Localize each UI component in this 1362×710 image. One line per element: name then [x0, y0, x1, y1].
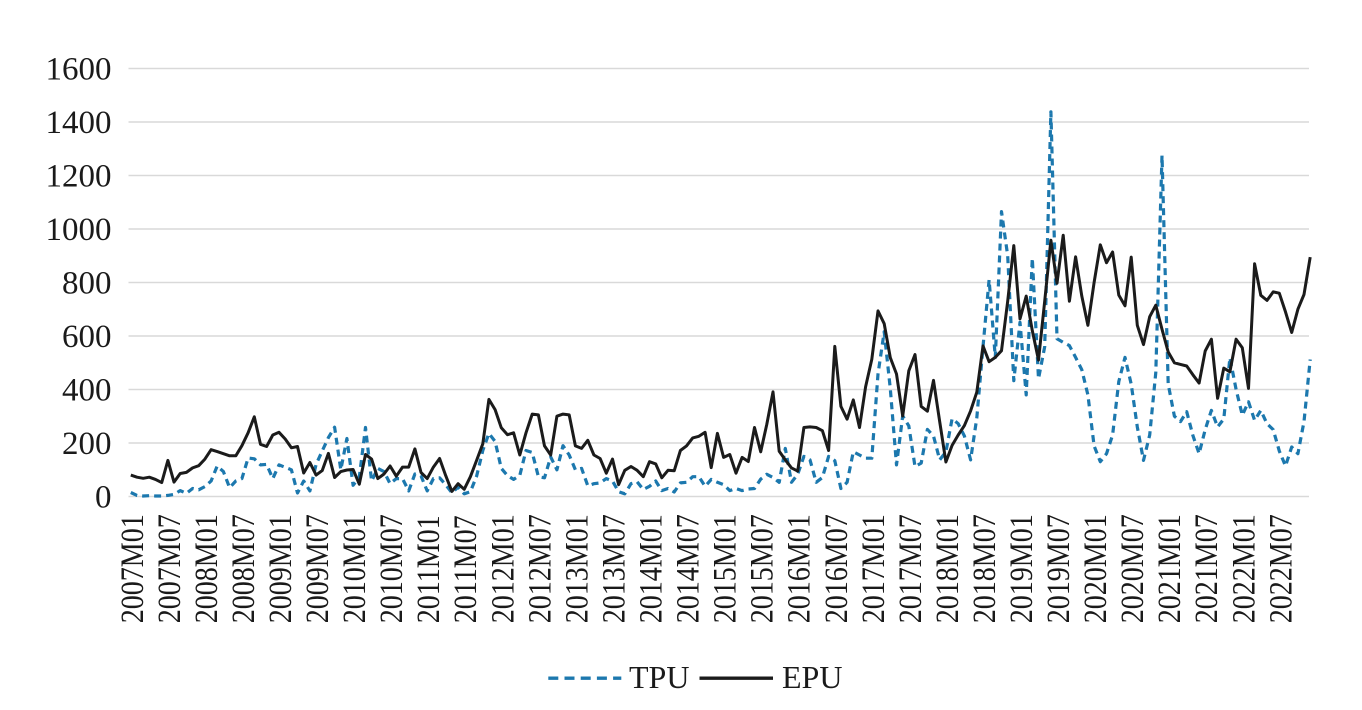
svg-text:400: 400: [62, 373, 112, 409]
svg-text:2020M01: 2020M01: [1077, 514, 1114, 623]
svg-text:2007M01: 2007M01: [114, 514, 151, 623]
svg-text:2008M01: 2008M01: [188, 514, 225, 623]
svg-text:800: 800: [62, 266, 112, 302]
svg-text:2011M01: 2011M01: [410, 515, 447, 623]
svg-text:2013M07: 2013M07: [595, 514, 632, 623]
svg-text:2018M01: 2018M01: [929, 514, 966, 623]
svg-text:1400: 1400: [46, 105, 112, 141]
svg-text:2010M07: 2010M07: [373, 514, 410, 623]
svg-text:2018M07: 2018M07: [966, 514, 1003, 623]
svg-text:0: 0: [95, 480, 112, 516]
svg-text:2017M07: 2017M07: [892, 514, 929, 623]
svg-text:1200: 1200: [46, 159, 112, 195]
svg-text:2007M07: 2007M07: [151, 514, 188, 623]
svg-text:EPU: EPU: [782, 659, 842, 695]
svg-text:2015M07: 2015M07: [744, 514, 781, 623]
svg-text:2015M01: 2015M01: [707, 514, 744, 623]
svg-text:600: 600: [62, 319, 112, 355]
svg-text:2019M01: 2019M01: [1003, 514, 1040, 623]
svg-text:200: 200: [62, 426, 112, 462]
svg-text:2012M07: 2012M07: [521, 514, 558, 623]
svg-text:2009M07: 2009M07: [299, 514, 336, 623]
svg-text:2013M01: 2013M01: [558, 514, 595, 623]
svg-text:2010M01: 2010M01: [336, 514, 373, 623]
svg-text:2011M07: 2011M07: [447, 515, 484, 623]
svg-text:1000: 1000: [46, 212, 112, 248]
svg-text:1600: 1600: [46, 52, 112, 88]
svg-text:2022M07: 2022M07: [1262, 514, 1299, 623]
svg-text:2021M07: 2021M07: [1188, 514, 1225, 623]
svg-text:2016M07: 2016M07: [818, 514, 855, 623]
svg-text:2021M01: 2021M01: [1151, 514, 1188, 623]
svg-text:2016M01: 2016M01: [781, 514, 818, 623]
svg-text:2022M01: 2022M01: [1225, 514, 1262, 623]
svg-text:2014M07: 2014M07: [669, 514, 706, 623]
svg-text:2014M01: 2014M01: [632, 514, 669, 623]
svg-text:TPU: TPU: [629, 659, 689, 695]
svg-text:2008M07: 2008M07: [225, 514, 262, 623]
svg-text:2020M07: 2020M07: [1114, 514, 1151, 623]
svg-text:2019M07: 2019M07: [1040, 514, 1077, 623]
svg-text:2017M01: 2017M01: [855, 514, 892, 623]
svg-text:2009M01: 2009M01: [262, 514, 299, 623]
svg-text:2012M01: 2012M01: [484, 514, 521, 623]
